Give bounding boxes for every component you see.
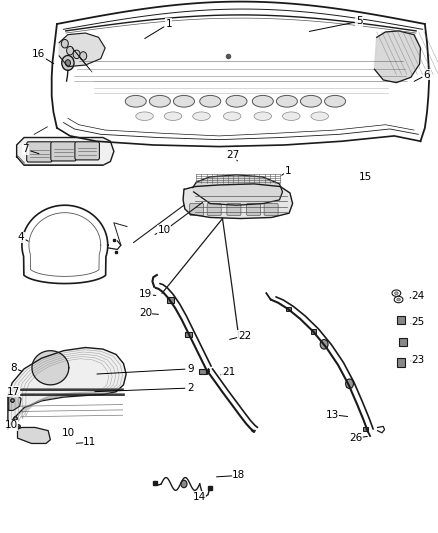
Bar [363,427,368,431]
Text: 20: 20 [139,309,152,318]
Polygon shape [9,394,21,410]
Bar [286,307,291,311]
Text: 25: 25 [412,318,425,327]
Ellipse shape [149,95,170,107]
Text: 27: 27 [226,150,240,159]
Text: 13: 13 [325,410,339,419]
Text: 16: 16 [32,50,45,59]
Bar [311,329,316,334]
Ellipse shape [395,292,398,294]
Bar [167,297,174,303]
FancyBboxPatch shape [247,204,261,215]
Ellipse shape [325,95,346,107]
Text: 21: 21 [222,367,235,377]
FancyBboxPatch shape [75,142,99,160]
Bar [399,338,407,346]
Polygon shape [8,348,126,429]
Ellipse shape [193,112,210,120]
Circle shape [67,46,74,55]
Text: 5: 5 [356,17,363,26]
Text: 14: 14 [193,492,206,502]
Text: 4: 4 [18,232,25,242]
Text: 23: 23 [412,355,425,365]
Polygon shape [32,351,69,385]
Ellipse shape [136,112,153,120]
Ellipse shape [252,95,273,107]
FancyBboxPatch shape [190,204,204,215]
Text: 1: 1 [165,19,172,29]
Circle shape [346,379,353,389]
Ellipse shape [397,298,400,301]
Text: 10: 10 [158,225,171,235]
Ellipse shape [226,95,247,107]
Text: 26: 26 [349,433,362,443]
Circle shape [80,52,87,60]
FancyBboxPatch shape [227,204,241,215]
Polygon shape [374,31,420,83]
Bar [346,383,351,387]
Ellipse shape [311,112,328,120]
Ellipse shape [223,112,241,120]
Polygon shape [18,427,50,443]
Ellipse shape [392,290,401,296]
FancyBboxPatch shape [51,142,76,161]
Text: 17: 17 [7,387,20,397]
Bar [185,332,192,337]
Bar [199,369,206,374]
Text: 8: 8 [10,363,17,373]
Circle shape [65,60,71,66]
FancyBboxPatch shape [27,142,52,162]
Text: 15: 15 [359,172,372,182]
Polygon shape [183,184,293,219]
Polygon shape [59,33,105,67]
Polygon shape [17,138,114,165]
Text: 11: 11 [83,438,96,447]
Text: 19: 19 [139,289,152,299]
Text: 10: 10 [4,421,18,430]
Circle shape [61,39,68,48]
Ellipse shape [394,296,403,303]
Ellipse shape [164,112,182,120]
Ellipse shape [125,95,146,107]
Ellipse shape [283,112,300,120]
Bar [397,316,405,324]
Circle shape [320,340,328,349]
Circle shape [73,50,80,59]
Ellipse shape [200,95,221,107]
Text: 9: 9 [187,364,194,374]
Text: 1: 1 [285,166,292,175]
Ellipse shape [254,112,272,120]
Circle shape [62,55,74,70]
Bar [397,358,405,367]
Ellipse shape [276,95,297,107]
Text: 22: 22 [238,331,251,341]
Text: 24: 24 [412,291,425,301]
Text: 18: 18 [232,471,245,480]
Text: 10: 10 [61,428,74,438]
Circle shape [181,480,187,488]
Ellipse shape [300,95,321,107]
Text: 6: 6 [424,70,431,79]
Text: 7: 7 [22,144,29,154]
Ellipse shape [173,95,194,107]
FancyBboxPatch shape [207,204,221,215]
FancyBboxPatch shape [264,204,278,215]
Text: 2: 2 [187,383,194,393]
Polygon shape [193,175,283,205]
